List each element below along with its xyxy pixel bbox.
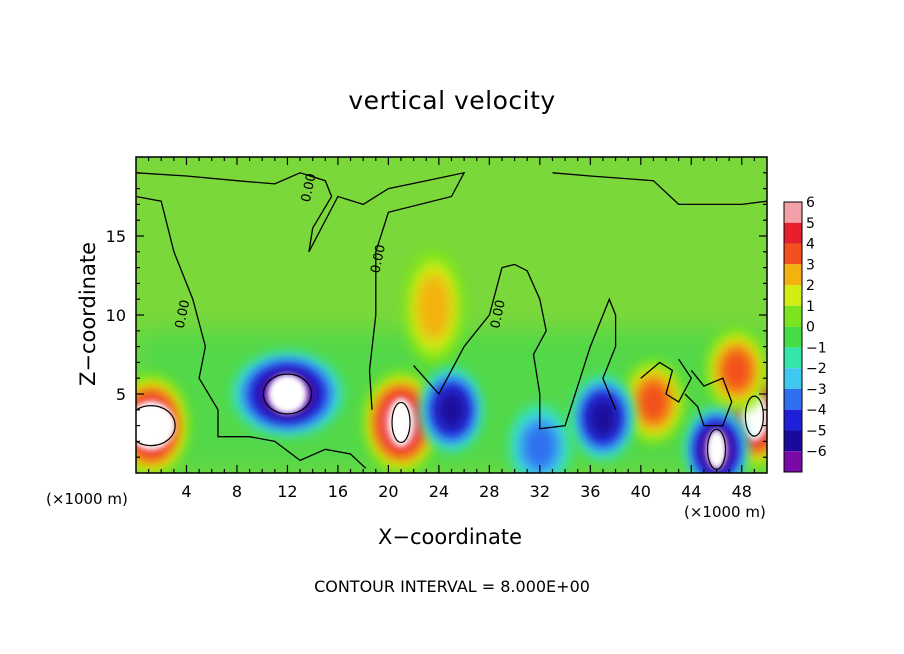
colorbar-tick-label: 2 [806, 278, 815, 294]
updraft-core-5 [705, 328, 767, 413]
colorbar-segment [784, 285, 802, 306]
colorbar-segment [784, 305, 802, 327]
zero-contour-line-5 [552, 172, 767, 206]
x-tick-label: 24 [429, 482, 449, 501]
x-tick-label: 36 [580, 482, 600, 501]
x-unit-label-left: (×1000 m) [46, 490, 128, 508]
y-tick-label: 10 [106, 306, 126, 325]
zero-contour-line-4 [413, 267, 503, 396]
x-tick-label: 40 [631, 482, 651, 501]
x-tick-label: 12 [277, 482, 297, 501]
colorbar-tick-label: −1 [806, 340, 827, 356]
colorbar-tick-label: 3 [806, 257, 815, 273]
zero-contour-line-3 [501, 263, 617, 430]
x-tick-label: 8 [232, 482, 242, 501]
colorbar-tick-label: 4 [806, 237, 815, 253]
colorbar-segment [784, 222, 802, 244]
zero-contour-line-2 [308, 171, 466, 410]
y-tick-label: 5 [116, 385, 126, 404]
x-tick-label: 32 [530, 482, 550, 501]
colorbar-segment [784, 326, 802, 348]
zero-contour-line-1 [136, 172, 333, 252]
updraft-core-3 [403, 248, 465, 366]
contour-label-3: 0.00 [488, 299, 509, 330]
updraft-core-4 [622, 359, 685, 444]
colorbar-tick-label: −3 [806, 382, 827, 398]
zero-contour-line-0 [136, 195, 367, 469]
x-tick-label: 28 [479, 482, 499, 501]
strong-core-contour-2 [744, 395, 764, 437]
colorbar-segment [784, 202, 802, 223]
zero-contour-line-7 [684, 369, 733, 427]
zero-contour-line-6 [640, 358, 693, 403]
downdraft-core-9 [685, 407, 748, 473]
colorbar-tick-label: −4 [806, 403, 827, 419]
updraft-core-1 [363, 371, 439, 473]
downdraft-core-10 [509, 404, 571, 473]
colorbar-segment [784, 347, 802, 369]
colorbar-tick-label: −6 [806, 444, 827, 460]
contour-interval-note: CONTOUR INTERVAL = 8.000E+00 [314, 577, 590, 596]
colorbar-frame [783, 201, 803, 473]
colorbar-tick-label: 1 [806, 299, 815, 315]
x-axis-label: X−coordinate [378, 525, 522, 549]
downdraft-core-8 [572, 375, 634, 460]
contour-label-2: 0.00 [368, 243, 389, 274]
colorbar-tick-label: 6 [806, 195, 815, 211]
downdraft-core-6 [232, 352, 343, 436]
contour-label-1: 0.00 [299, 172, 320, 203]
downdraft-core-7 [420, 367, 483, 452]
colorbar-tick-label: −2 [806, 361, 827, 377]
colorbar-tick-label: 5 [806, 216, 815, 232]
colorbar-segment [784, 388, 802, 410]
x-tick-label: 20 [378, 482, 398, 501]
x-tick-label: 48 [732, 482, 752, 501]
y-tick-label: 15 [106, 227, 126, 246]
colorbar-segment [784, 409, 802, 431]
strong-core-contour-1 [391, 401, 411, 444]
x-tick-label: 44 [681, 482, 701, 501]
strong-core-contour-3 [262, 373, 313, 415]
x-tick-label: 16 [328, 482, 348, 501]
colorbar-tick-label: −5 [806, 423, 827, 439]
colorbar-segment [784, 451, 802, 472]
strong-core-contour-0 [136, 405, 176, 447]
colorbar-segment [784, 368, 802, 389]
colorbar-segment [784, 243, 802, 265]
chart-title: vertical velocity [348, 86, 556, 115]
colorbar-tick-label: 0 [806, 320, 815, 336]
colorbar-segment [784, 264, 802, 286]
x-unit-label-right: (×1000 m) [684, 503, 766, 521]
colorbar-segment [784, 430, 802, 452]
x-tick-label: 4 [181, 482, 191, 501]
contour-label-0: 0.00 [173, 299, 194, 330]
